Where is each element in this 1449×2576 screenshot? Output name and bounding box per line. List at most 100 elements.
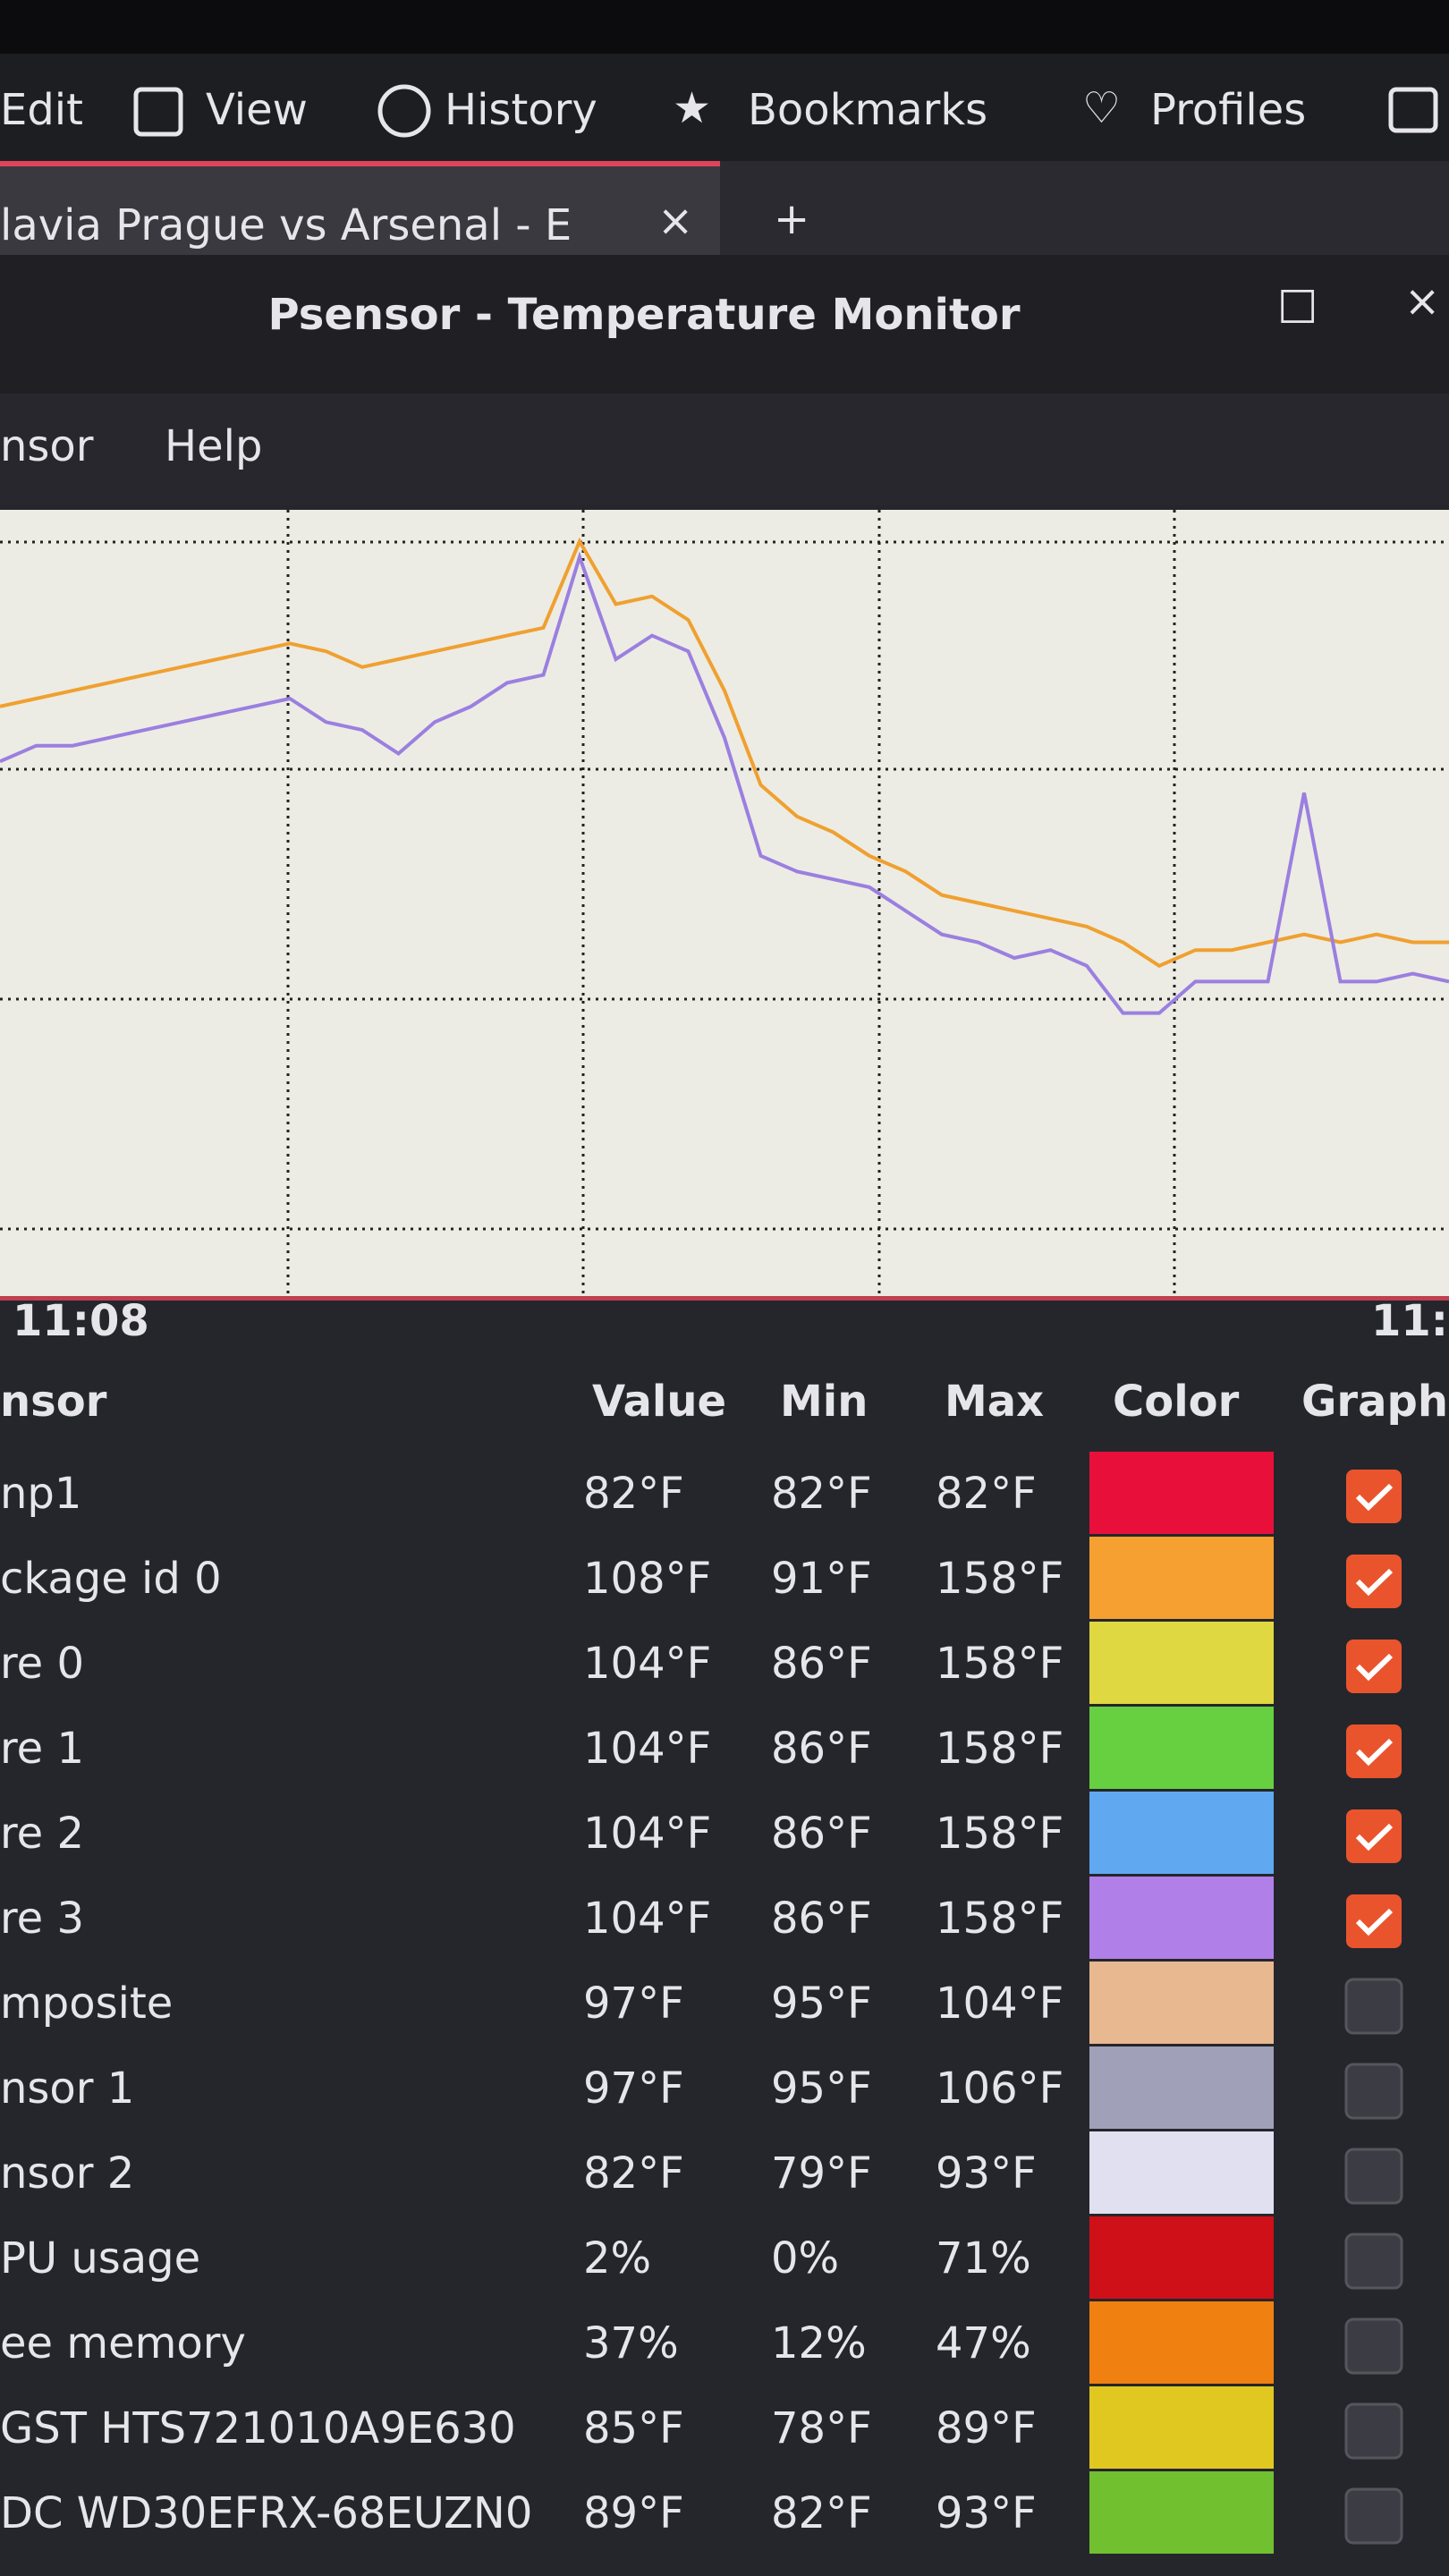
- color-swatch[interactable]: [1089, 2301, 1274, 2384]
- graph-checkbox[interactable]: [1346, 1470, 1402, 1523]
- cell-min: 82°F: [771, 1469, 872, 1519]
- graph-checkbox[interactable]: [1346, 1809, 1402, 1863]
- history-icon: [377, 84, 431, 138]
- cell-max: 89°F: [936, 2403, 1037, 2453]
- column-header[interactable]: Graph: [1301, 1377, 1448, 1427]
- browser-menu-item[interactable]: Bookmarks: [748, 85, 987, 135]
- column-header[interactable]: Min: [780, 1377, 868, 1427]
- checkmark: [1355, 1823, 1394, 1852]
- checkmark: [1355, 1653, 1394, 1682]
- window-menu-item[interactable]: nsor: [0, 421, 94, 471]
- browser-menu-item[interactable]: History: [445, 85, 597, 135]
- cell-name: PU usage: [0, 2233, 200, 2284]
- cell-name: re 0: [0, 1639, 84, 1689]
- graph-checkbox[interactable]: [1344, 2233, 1403, 2290]
- new-tab[interactable]: +: [774, 194, 809, 244]
- close-button[interactable]: ×: [1404, 276, 1440, 326]
- profiles-icon: ♡: [1082, 83, 1121, 133]
- cell-min: 86°F: [771, 1639, 872, 1689]
- tab-close[interactable]: ×: [657, 196, 693, 246]
- cell-min: 86°F: [771, 1809, 872, 1859]
- color-swatch[interactable]: [1089, 1537, 1274, 1619]
- graph-checkbox[interactable]: [1344, 2487, 1403, 2545]
- browser-menu-bar: [0, 54, 1449, 161]
- cell-value: 104°F: [583, 1809, 711, 1859]
- maximize-button[interactable]: □: [1277, 278, 1318, 328]
- cell-max: 158°F: [936, 1894, 1063, 1944]
- cell-name: nsor 2: [0, 2148, 134, 2199]
- window-menu-item[interactable]: Help: [165, 421, 262, 471]
- window-menu-bar: [0, 394, 1449, 505]
- color-swatch[interactable]: [1089, 2386, 1274, 2469]
- cell-max: 158°F: [936, 1639, 1063, 1689]
- cell-min: 78°F: [771, 2403, 872, 2453]
- color-swatch[interactable]: [1089, 1962, 1274, 2044]
- cell-value: 82°F: [583, 1469, 684, 1519]
- checkmark: [1355, 1568, 1394, 1597]
- cell-name: re 1: [0, 1724, 84, 1774]
- cell-name: DC WD30EFRX-68EUZN0: [0, 2488, 532, 2538]
- column-header[interactable]: Max: [945, 1377, 1044, 1427]
- color-swatch[interactable]: [1089, 2046, 1274, 2129]
- cell-min: 0%: [771, 2233, 839, 2284]
- graph-border: [0, 1296, 1449, 1301]
- cell-value: 104°F: [583, 1724, 711, 1774]
- column-header[interactable]: Value: [592, 1377, 726, 1427]
- tab-title[interactable]: lavia Prague vs Arsenal - E: [0, 200, 572, 250]
- graph-checkbox[interactable]: [1346, 1724, 1402, 1778]
- cell-max: 158°F: [936, 1809, 1063, 1859]
- browser-menu-item[interactable]: Profiles: [1150, 85, 1306, 135]
- top-bar: [0, 0, 1449, 54]
- cell-value: 97°F: [583, 1979, 684, 2029]
- cell-value: 97°F: [583, 2063, 684, 2114]
- graph-checkbox[interactable]: [1344, 2148, 1403, 2205]
- browser-menu-item[interactable]: View: [206, 85, 308, 135]
- color-swatch[interactable]: [1089, 2216, 1274, 2299]
- cell-value: 104°F: [583, 1894, 711, 1944]
- cell-name: mposite: [0, 1979, 173, 2029]
- window-title: Psensor - Temperature Monitor: [267, 290, 1020, 340]
- checkmark: [1355, 1908, 1394, 1936]
- color-swatch[interactable]: [1089, 1707, 1274, 1789]
- cell-max: 158°F: [936, 1724, 1063, 1774]
- sensor-line: [0, 551, 1449, 1015]
- cell-value: 108°F: [583, 1554, 711, 1604]
- cell-value: 89°F: [583, 2488, 684, 2538]
- checkmark: [1355, 1483, 1394, 1512]
- cell-min: 86°F: [771, 1894, 872, 1944]
- cell-max: 71%: [936, 2233, 1031, 2284]
- color-swatch[interactable]: [1089, 2471, 1274, 2554]
- cell-min: 82°F: [771, 2488, 872, 2538]
- color-swatch[interactable]: [1089, 1792, 1274, 1874]
- active-tab[interactable]: [0, 163, 720, 255]
- color-swatch[interactable]: [1089, 1622, 1274, 1704]
- cell-value: 104°F: [583, 1639, 711, 1689]
- graph-checkbox[interactable]: [1344, 2402, 1403, 2460]
- color-swatch[interactable]: [1089, 1877, 1274, 1959]
- bookmarks-icon: ★: [673, 83, 711, 133]
- graph-checkbox[interactable]: [1344, 2318, 1403, 2375]
- column-header[interactable]: Color: [1113, 1377, 1240, 1427]
- cell-max: 47%: [936, 2318, 1031, 2368]
- cell-value: 2%: [583, 2233, 651, 2284]
- graph-checkbox[interactable]: [1344, 1978, 1403, 2035]
- graph-checkbox[interactable]: [1346, 1640, 1402, 1693]
- color-swatch[interactable]: [1089, 1452, 1274, 1534]
- graph-checkbox[interactable]: [1346, 1894, 1402, 1948]
- cell-max: 104°F: [936, 1979, 1063, 2029]
- cell-max: 106°F: [936, 2063, 1063, 2114]
- sensor-line: [0, 537, 1449, 969]
- cell-max: 82°F: [936, 1469, 1037, 1519]
- graph-checkbox[interactable]: [1346, 1555, 1402, 1608]
- cell-value: 85°F: [583, 2403, 684, 2453]
- column-header[interactable]: nsor: [0, 1377, 107, 1427]
- cell-min: 95°F: [771, 1979, 872, 2029]
- graph-checkbox[interactable]: [1344, 2063, 1403, 2120]
- cell-name: GST HTS721010A9E630: [0, 2403, 516, 2453]
- cell-name: ee memory: [0, 2318, 246, 2368]
- cell-name: np1: [0, 1469, 81, 1519]
- color-swatch[interactable]: [1089, 2131, 1274, 2214]
- time-label: 11:2: [1371, 1296, 1449, 1346]
- browser-menu-item[interactable]: Edit: [0, 85, 83, 135]
